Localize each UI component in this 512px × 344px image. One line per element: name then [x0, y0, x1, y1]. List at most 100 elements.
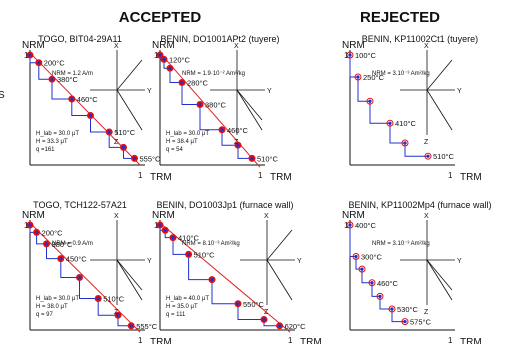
zij-label-y: Y [147, 88, 152, 95]
zij-label-z: Z [114, 139, 119, 146]
zij-trace-vertical [426, 259, 453, 301]
temperature-label: 555°C [140, 154, 162, 163]
zijderveld-inset: Y X Z [400, 213, 462, 316]
zij-label-z: Z [424, 309, 429, 316]
check-point [198, 102, 202, 107]
temperature-label: 300°C [361, 253, 383, 262]
panel-2: BENIN, DO1001APt2 (tuyere)NRM TRM 1 1 120°C 2… [152, 34, 292, 183]
step-line [29, 225, 132, 327]
x-tick-label: 1 [258, 171, 263, 180]
zij-label-x: X [264, 213, 269, 220]
check-point [356, 75, 360, 79]
zij-label-x: X [424, 213, 429, 220]
panel-5: BENIN, DO1003Jp1 (furnace wall)NRM TRM 1 1 4… [152, 200, 322, 344]
step-line [29, 55, 135, 159]
fit-line [159, 222, 291, 333]
zij-trace-horizontal [236, 89, 263, 121]
zij-label-z: Z [264, 309, 269, 316]
check-point [162, 57, 166, 62]
temperature-label: 380°C [205, 101, 227, 110]
temperature-label: 620°C [285, 322, 307, 331]
check-point [121, 145, 126, 150]
zij-label-y: Y [147, 258, 152, 265]
check-point [116, 313, 120, 317]
zij-trace-horizontal [426, 259, 453, 291]
temperature-label: 510°C [114, 128, 136, 137]
nrm-note: NRM = 1.2 A/m [52, 71, 93, 77]
y-tick-label: 1 [344, 221, 349, 230]
data-point [346, 221, 354, 229]
zij-trace-vertical [236, 89, 263, 131]
stat-text: H = 35.0 μT [166, 304, 198, 310]
data-point [346, 51, 354, 59]
zij-label-x: X [114, 43, 119, 50]
data-point [358, 265, 366, 273]
zij-label-x: X [424, 43, 429, 50]
nrm-note: NRM = 8.10⁻³ Am²/kg [182, 241, 240, 247]
stat-text: H_lab = 40.0 μT [166, 296, 209, 302]
x-axis-label: TRM [270, 172, 292, 183]
check-point [368, 99, 372, 103]
panel-3: BENIN, KP11002Ct1 (tuyere)NRM TRM 1 1 100°C 2… [342, 34, 482, 183]
check-point [403, 141, 407, 145]
y-tick-label: 1 [24, 51, 29, 60]
nrm-note: NRM = 3.10⁻³ Am²/kg [372, 241, 430, 247]
check-point [35, 230, 39, 234]
y-axis-label: NRM [22, 40, 45, 51]
check-point [158, 53, 162, 57]
check-point [187, 252, 191, 257]
zijderveld-inset: Y X Z [210, 43, 272, 146]
data-point [376, 292, 384, 300]
zij-trace-horizontal [426, 59, 453, 91]
check-point [37, 61, 41, 65]
zij-trace-horizontal [116, 259, 143, 291]
y-tick-label: 1 [154, 51, 159, 60]
check-point [158, 223, 162, 227]
zij-label-x: X [234, 43, 239, 50]
nrm-note: NRM = 0.9 A/m [52, 241, 93, 247]
temperature-label: 510°C [194, 250, 216, 259]
zij-trace-vertical [266, 259, 293, 301]
check-point [163, 228, 167, 232]
edge-letter: S [0, 90, 5, 101]
check-point [132, 156, 137, 161]
fit-line [159, 52, 261, 168]
temperature-label: 575°C [410, 318, 432, 327]
step-line [349, 225, 405, 323]
data-point [401, 318, 409, 326]
stat-text: H = 38.0 μT [36, 304, 68, 310]
zij-trace-horizontal [266, 229, 293, 261]
check-point [107, 130, 111, 134]
x-tick-label: 1 [448, 336, 453, 344]
check-point [262, 317, 266, 322]
stat-text: H_lab = 30.0 μT [36, 296, 79, 302]
temperature-label: 380°C [57, 75, 79, 84]
temperature-label: 250°C [363, 73, 385, 82]
temperature-label: 200°C [44, 59, 66, 68]
temperature-label: 460°C [227, 126, 249, 135]
header-accepted: ACCEPTED [119, 9, 202, 26]
check-point [278, 324, 282, 328]
temperature-label: 100°C [355, 51, 377, 60]
zij-trace-vertical [426, 89, 453, 131]
zijderveld-inset: Y X Z [240, 213, 302, 316]
x-axis-label: TRM [300, 337, 322, 344]
y-axis-label: NRM [152, 210, 175, 221]
panel-title: BENIN, DO1001APt2 (tuyere) [160, 34, 279, 44]
temperature-label: 460°C [77, 95, 99, 104]
zij-label-y: Y [457, 258, 462, 265]
temperature-label: 510°C [103, 295, 125, 304]
panel-title: BENIN, KP11002Ct1 (tuyere) [362, 34, 478, 44]
data-point [368, 279, 376, 287]
stat-text: H = 38.4 μT [166, 139, 198, 145]
check-point [171, 236, 175, 240]
nrm-note: NRM = 1.9·10⁻² Am²/kg [182, 71, 245, 77]
check-point [378, 294, 382, 299]
data-point [366, 97, 374, 105]
zij-trace-vertical [116, 89, 143, 131]
zijderveld-inset: Y X Z [400, 43, 462, 146]
stat-text: H_lab = 30.0 μT [36, 131, 79, 137]
check-point [28, 53, 32, 57]
stat-text: q =161 [36, 147, 55, 153]
